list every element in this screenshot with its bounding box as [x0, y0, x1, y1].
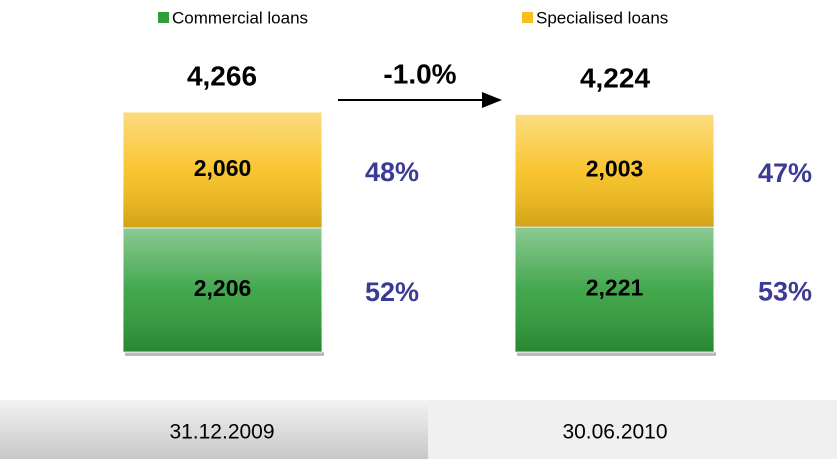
- bar-shine: [123, 111, 322, 228]
- value-label: 2,206: [194, 275, 252, 301]
- legend-label: Specialised loans: [536, 8, 668, 27]
- bar-shine: [515, 114, 714, 228]
- change-label: -1.0%: [383, 58, 456, 89]
- bar-shine: [123, 227, 322, 352]
- total-label: 4,266: [187, 60, 257, 91]
- share-label: 53%: [758, 277, 812, 307]
- category-cell: [428, 400, 837, 459]
- bar-shine: [515, 227, 714, 352]
- legend-label: Commercial loans: [172, 8, 308, 27]
- share-label: 47%: [758, 158, 812, 188]
- share-label: 48%: [365, 157, 419, 187]
- value-label: 2,060: [194, 155, 252, 181]
- value-label: 2,003: [586, 156, 644, 182]
- total-label: 4,224: [580, 63, 650, 94]
- share-label: 52%: [365, 277, 419, 307]
- legend-swatch: [522, 12, 533, 23]
- legend-swatch: [158, 12, 169, 23]
- x-tick-label: 30.06.2010: [562, 421, 667, 444]
- category-cell: [0, 400, 428, 459]
- x-tick-label: 31.12.2009: [169, 421, 274, 444]
- value-label: 2,221: [586, 275, 644, 301]
- bar-shadow: [125, 352, 324, 356]
- bar-shadow: [517, 352, 716, 356]
